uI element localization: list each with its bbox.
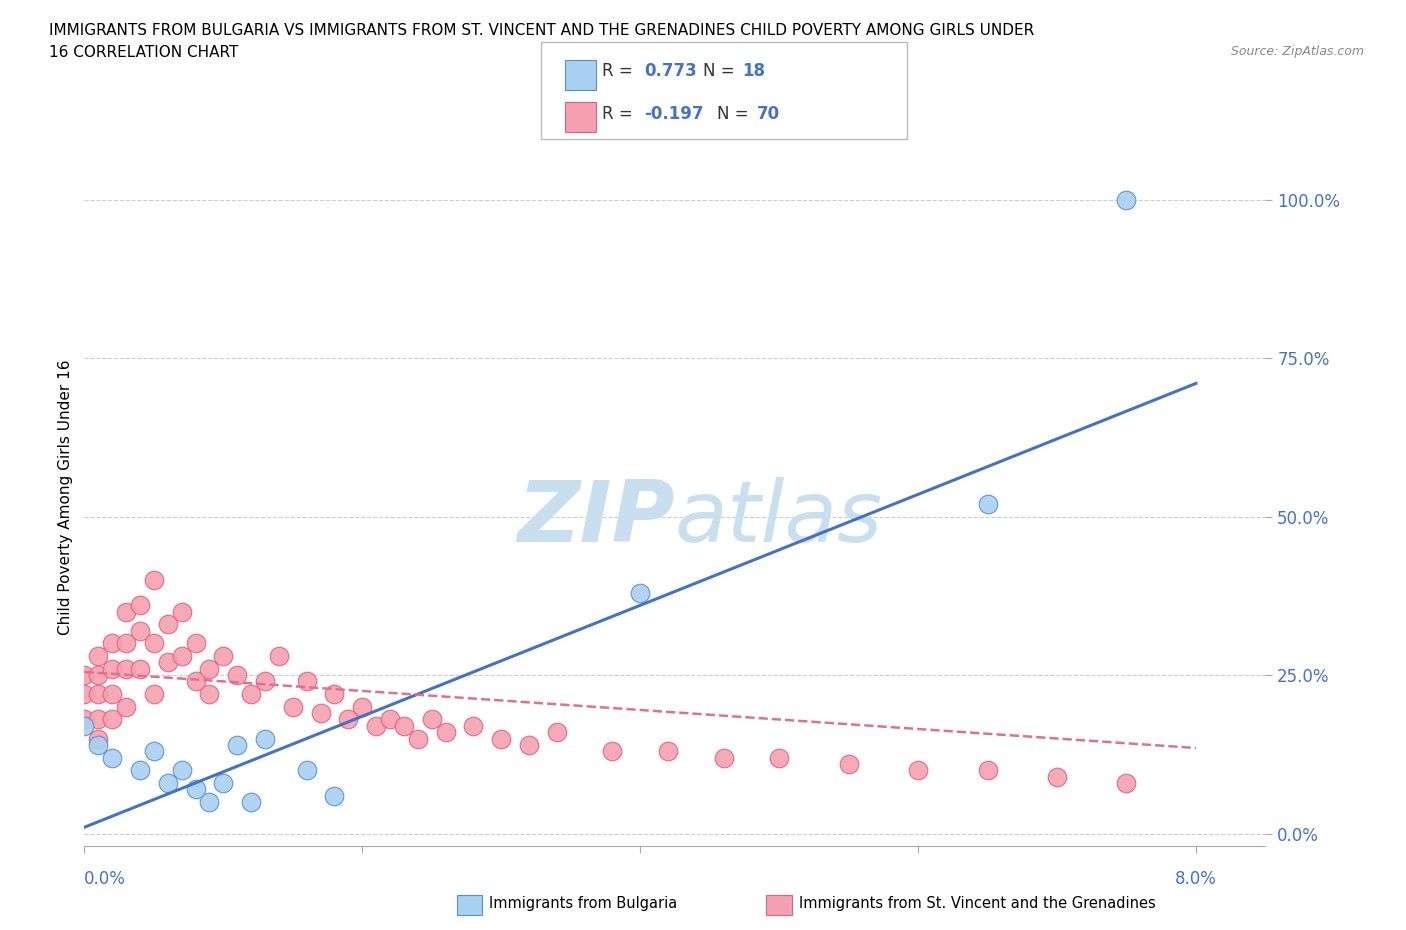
Text: 18: 18 xyxy=(742,62,765,80)
Text: -0.197: -0.197 xyxy=(644,104,703,123)
Point xyxy=(212,648,235,663)
Point xyxy=(295,763,318,777)
Point xyxy=(657,744,679,759)
Point xyxy=(378,712,401,727)
Text: ZIP: ZIP xyxy=(517,477,675,560)
Point xyxy=(489,731,512,746)
Point xyxy=(907,763,929,777)
Text: R =: R = xyxy=(602,62,638,80)
Point xyxy=(226,737,249,752)
Point xyxy=(253,731,276,746)
Point xyxy=(73,668,96,683)
Point xyxy=(198,794,221,809)
Text: 8.0%: 8.0% xyxy=(1175,870,1216,888)
Point xyxy=(129,623,152,638)
Point xyxy=(142,744,165,759)
Text: 0.0%: 0.0% xyxy=(84,870,127,888)
Text: 16 CORRELATION CHART: 16 CORRELATION CHART xyxy=(49,45,239,60)
Text: N =: N = xyxy=(703,62,740,80)
Point xyxy=(142,573,165,588)
Point xyxy=(366,718,388,733)
Point xyxy=(240,794,263,809)
Point xyxy=(170,604,193,619)
Point xyxy=(323,686,346,701)
Point xyxy=(352,699,374,714)
Point xyxy=(87,686,110,701)
Point xyxy=(1115,193,1137,207)
Point xyxy=(115,636,138,651)
Point xyxy=(517,737,540,752)
Point xyxy=(170,648,193,663)
Point xyxy=(1046,769,1069,784)
Point xyxy=(212,776,235,790)
Point xyxy=(420,712,443,727)
Text: Immigrants from Bulgaria: Immigrants from Bulgaria xyxy=(489,896,678,910)
Point xyxy=(87,737,110,752)
Point xyxy=(434,724,457,739)
Point xyxy=(1115,776,1137,790)
Point xyxy=(976,763,998,777)
Text: IMMIGRANTS FROM BULGARIA VS IMMIGRANTS FROM ST. VINCENT AND THE GRENADINES CHILD: IMMIGRANTS FROM BULGARIA VS IMMIGRANTS F… xyxy=(49,23,1035,38)
Point xyxy=(115,661,138,676)
Point xyxy=(73,718,96,733)
Point xyxy=(184,674,207,689)
Point xyxy=(101,686,124,701)
Point xyxy=(129,661,152,676)
Point xyxy=(281,699,304,714)
Point xyxy=(156,776,179,790)
Point xyxy=(713,751,735,765)
Text: 70: 70 xyxy=(756,104,779,123)
Point xyxy=(184,782,207,797)
Point xyxy=(156,655,179,670)
Point xyxy=(976,497,998,512)
Text: 0.773: 0.773 xyxy=(644,62,697,80)
Point xyxy=(115,699,138,714)
Point xyxy=(768,751,790,765)
Point xyxy=(129,598,152,613)
Point xyxy=(198,686,221,701)
Point xyxy=(115,604,138,619)
Point xyxy=(602,744,624,759)
Text: R =: R = xyxy=(602,104,638,123)
Point xyxy=(546,724,568,739)
Point xyxy=(87,712,110,727)
Point xyxy=(170,763,193,777)
Point xyxy=(463,718,485,733)
Point xyxy=(198,661,221,676)
Point xyxy=(142,636,165,651)
Text: atlas: atlas xyxy=(675,477,883,560)
Text: Immigrants from St. Vincent and the Grenadines: Immigrants from St. Vincent and the Gren… xyxy=(799,896,1156,910)
Point xyxy=(184,636,207,651)
Point xyxy=(142,686,165,701)
Point xyxy=(392,718,415,733)
Point xyxy=(226,668,249,683)
Text: Source: ZipAtlas.com: Source: ZipAtlas.com xyxy=(1230,45,1364,58)
Point xyxy=(129,763,152,777)
Point xyxy=(73,712,96,727)
Point xyxy=(101,712,124,727)
Point xyxy=(101,751,124,765)
Point xyxy=(240,686,263,701)
Point xyxy=(628,585,651,600)
Point xyxy=(309,706,332,721)
Point xyxy=(253,674,276,689)
Point xyxy=(73,686,96,701)
Point xyxy=(295,674,318,689)
Point xyxy=(87,731,110,746)
Point xyxy=(87,648,110,663)
Point xyxy=(406,731,429,746)
Point xyxy=(87,668,110,683)
Text: N =: N = xyxy=(717,104,754,123)
Point xyxy=(101,636,124,651)
Point xyxy=(838,756,860,771)
Point xyxy=(267,648,290,663)
Y-axis label: Child Poverty Among Girls Under 16: Child Poverty Among Girls Under 16 xyxy=(58,360,73,635)
Point xyxy=(323,788,346,803)
Point xyxy=(337,712,360,727)
Point xyxy=(156,617,179,631)
Point xyxy=(101,661,124,676)
